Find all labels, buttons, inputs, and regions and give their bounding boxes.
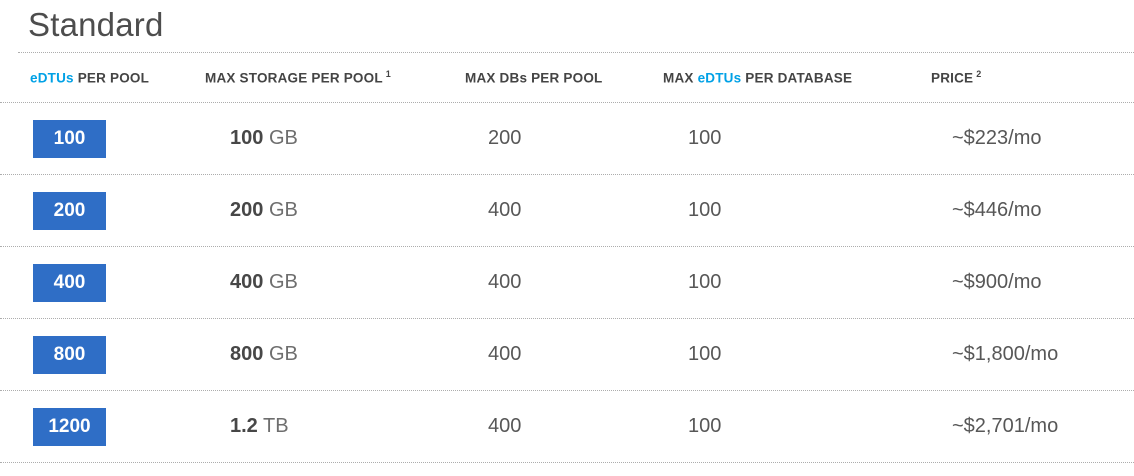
column-header-edtus-per-pool: eDTUs PER POOL: [30, 70, 150, 86]
edtus-per-pool-cell: 400: [30, 263, 205, 302]
max-edtus-per-db-cell: 100: [688, 199, 722, 221]
page-title: Standard: [28, 6, 164, 43]
max-storage-cell: 800 GB: [230, 343, 298, 365]
table-row: 1200 1.2 TB 400 100 ~$2,701/mo: [0, 391, 1134, 463]
max-dbs-cell: 400: [488, 271, 522, 293]
column-header-max-storage-per-pool: MAX STORAGE PER POOL 1: [205, 69, 391, 86]
max-edtus-per-db-cell: 100: [688, 127, 722, 149]
price-cell: ~$2,701/mo: [952, 415, 1059, 437]
max-dbs-cell: 400: [488, 343, 522, 365]
max-edtus-per-db-cell: 100: [688, 271, 722, 293]
max-storage-cell: 1.2 TB: [230, 415, 289, 437]
price-cell: ~$900/mo: [952, 271, 1042, 293]
edtus-per-pool-cell: 200: [30, 191, 205, 230]
title-bar: Standard: [0, 0, 1134, 52]
max-dbs-cell: 200: [488, 127, 522, 149]
footnote-marker: 1: [385, 69, 391, 80]
max-dbs-cell: 400: [488, 199, 522, 221]
max-storage-cell: 400 GB: [230, 271, 298, 293]
price-cell: ~$1,800/mo: [952, 343, 1059, 365]
max-edtus-per-db-cell: 100: [688, 343, 722, 365]
column-header-price: PRICE 2: [931, 69, 982, 86]
price-cell: ~$446/mo: [952, 199, 1042, 221]
table-row: 800 800 GB 400 100 ~$1,800/mo: [0, 319, 1134, 391]
edtus-per-pool-cell: 1200: [30, 407, 205, 446]
edtus-badge: 400: [33, 263, 106, 302]
title-divider: [18, 52, 1134, 53]
max-storage-cell: 100 GB: [230, 127, 298, 149]
edtus-per-pool-cell: 800: [30, 335, 205, 374]
edtus-badge: 1200: [33, 407, 106, 446]
pricing-section: Standard eDTUs PER POOL MAX STORAGE PER …: [0, 0, 1134, 463]
edtus-badge: 100: [33, 119, 106, 158]
max-dbs-cell: 400: [488, 415, 522, 437]
max-edtus-per-db-cell: 100: [688, 415, 722, 437]
edtus-per-pool-cell: 100: [30, 119, 205, 158]
table-row: 100 100 GB 200 100 ~$223/mo: [0, 103, 1134, 175]
table-body: 100 100 GB 200 100 ~$223/mo 200 200 GB 4…: [0, 103, 1134, 463]
price-cell: ~$223/mo: [952, 127, 1042, 149]
max-storage-cell: 200 GB: [230, 199, 298, 221]
column-header-max-edtus-per-database: MAX eDTUs PER DATABASE: [663, 70, 853, 86]
column-header-max-dbs-per-pool: MAX DBs PER POOL: [465, 70, 603, 86]
edtus-badge: 200: [33, 191, 106, 230]
table-header: eDTUs PER POOL MAX STORAGE PER POOL 1 MAX…: [0, 53, 1134, 103]
footnote-marker: 2: [976, 69, 982, 80]
table-row: 200 200 GB 400 100 ~$446/mo: [0, 175, 1134, 247]
edtus-badge: 800: [33, 335, 106, 374]
table-row: 400 400 GB 400 100 ~$900/mo: [0, 247, 1134, 319]
